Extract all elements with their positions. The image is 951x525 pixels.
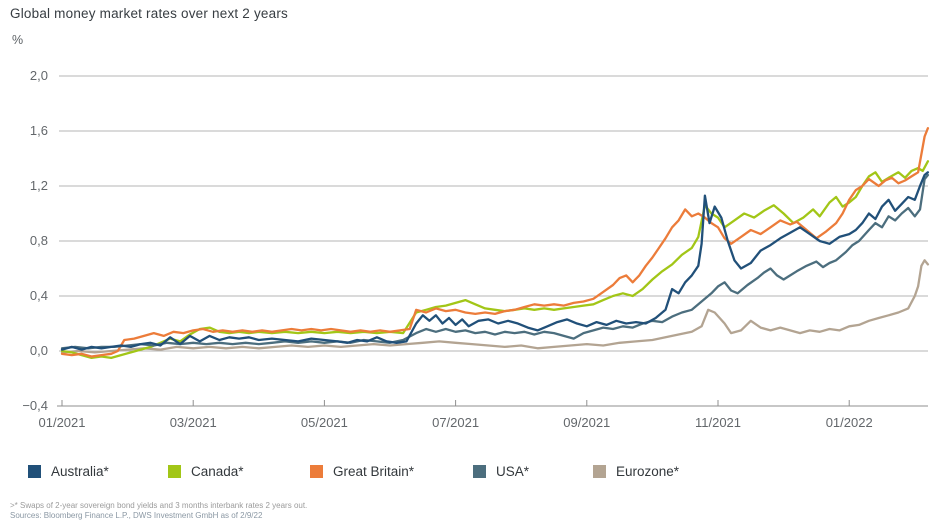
y-tick-label: 1,6 [29, 123, 48, 138]
legend-label: Australia* [51, 464, 109, 479]
x-tick-label: 03/2021 [169, 415, 217, 430]
series-line-australia [60, 171, 930, 351]
chart-title: Global money market rates over next 2 ye… [10, 6, 288, 21]
legend-swatch [28, 465, 41, 478]
legend-swatch [310, 465, 323, 478]
legend-label: Canada* [191, 464, 244, 479]
footnote-sources: Sources: Bloomberg Finance L.P., DWS Inv… [10, 511, 263, 520]
y-tick-label: 2,0 [29, 68, 48, 83]
x-tick-label: 01/2021 [38, 415, 86, 430]
x-tick-label: 11/2021 [694, 415, 742, 430]
x-tick-label: 07/2021 [432, 415, 480, 430]
x-tick-label: 01/2022 [825, 415, 873, 430]
y-axis-unit-label: % [12, 33, 24, 47]
x-tick-label: 09/2021 [563, 415, 611, 430]
legend-label: Eurozone* [616, 464, 680, 479]
y-tick-label: 0,0 [29, 343, 48, 358]
legend-label: Great Britain* [333, 464, 415, 479]
legend-swatch [593, 465, 606, 478]
x-tick-label: 05/2021 [300, 415, 348, 430]
y-tick-label: 1,2 [29, 178, 48, 193]
legend-label: USA* [496, 464, 530, 479]
y-tick-label: 0,4 [29, 288, 48, 303]
series-line-eurozone [60, 259, 930, 354]
y-tick-label: −0,4 [22, 398, 48, 413]
legend-swatch [168, 465, 181, 478]
footnote-definition: >* Swaps of 2-year sovereign bond yields… [10, 501, 308, 510]
series-line-usa [60, 173, 930, 350]
legend-swatch [473, 465, 486, 478]
series-line-canada [60, 160, 930, 360]
y-tick-label: 0,8 [29, 233, 48, 248]
